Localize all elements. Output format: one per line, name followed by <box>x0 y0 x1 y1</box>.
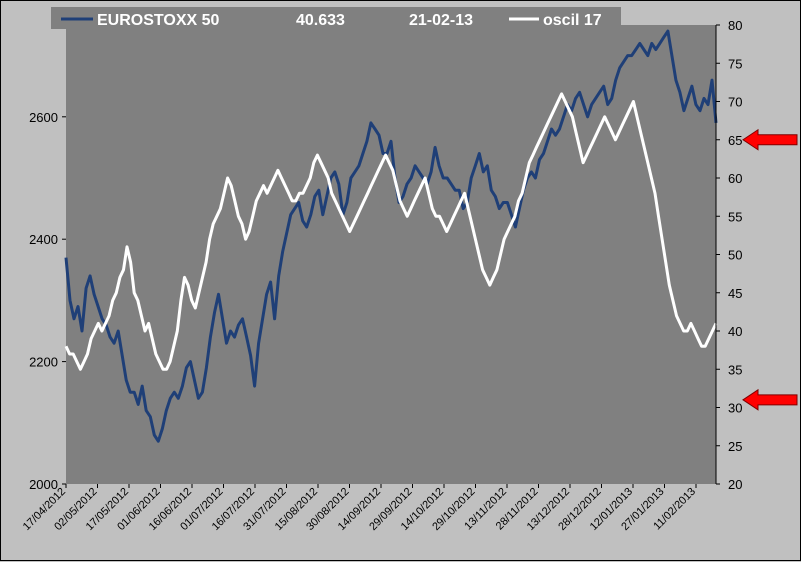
right-y-axis: 20 25 30 35 40 45 50 55 60 65 70 75 80 <box>715 18 742 492</box>
right-tick-label: 25 <box>728 439 742 454</box>
left-tick-label: 2000 <box>29 477 58 492</box>
legend-date: 21-02-13 <box>409 12 473 29</box>
legend-value: 40.633 <box>296 12 345 29</box>
left-tick-label: 2600 <box>29 110 58 125</box>
plot-area <box>66 25 716 484</box>
left-tick-label: 2400 <box>29 232 58 247</box>
legend-label-oscil: oscil 17 <box>543 12 602 29</box>
series-lines <box>64 29 718 443</box>
legend: EUROSTOXX 50 40.633 21-02-13 oscil 17 <box>51 7 621 29</box>
left-y-axis: 2000 2200 2400 2600 <box>29 110 66 492</box>
right-tick-label: 80 <box>728 18 742 33</box>
series-line-eurostoxx <box>64 29 718 443</box>
right-tick-label: 65 <box>728 133 742 148</box>
red-arrow-left-icon <box>742 388 798 411</box>
right-tick-label: 60 <box>728 171 742 186</box>
right-tick-label: 30 <box>728 401 742 416</box>
right-tick-label: 20 <box>728 477 742 492</box>
right-tick-label: 50 <box>728 248 742 263</box>
red-arrow-left-icon <box>742 128 798 151</box>
level-markers <box>742 128 798 411</box>
series-line-oscil <box>64 92 718 371</box>
right-tick-label: 70 <box>728 95 742 110</box>
right-tick-label: 75 <box>728 56 742 71</box>
right-tick-label: 35 <box>728 362 742 377</box>
right-tick-label: 45 <box>728 286 742 301</box>
x-axis: 17/04/201202/05/201217/05/201201/06/2012… <box>21 484 698 533</box>
right-tick-label: 40 <box>728 324 742 339</box>
right-tick-label: 55 <box>728 209 742 224</box>
left-tick-label: 2200 <box>29 355 58 370</box>
legend-box <box>51 7 621 29</box>
legend-label-eurostoxx: EUROSTOXX 50 <box>97 12 220 29</box>
